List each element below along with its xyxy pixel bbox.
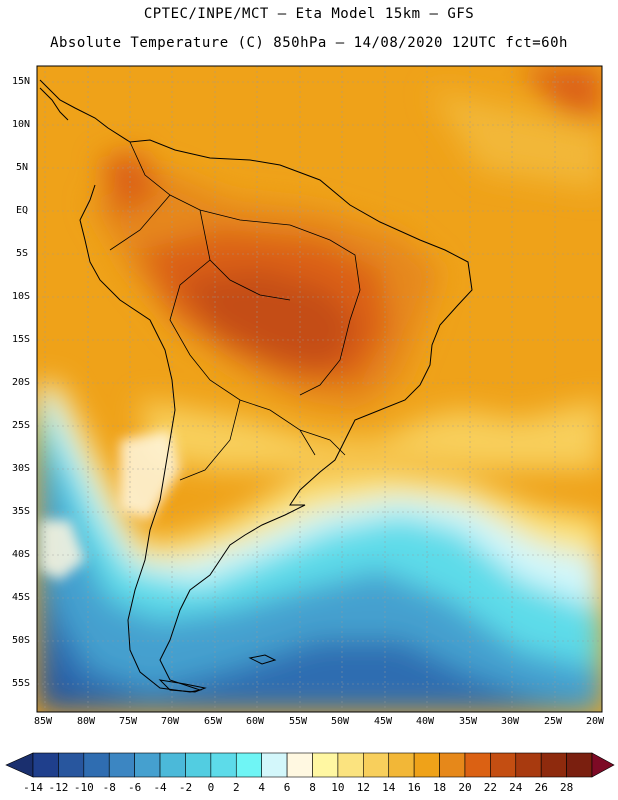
gridlines [37,66,602,712]
colorbar [5,752,615,778]
colorbar-tick-label: 10 [331,781,345,794]
colorbar-tick-label: 0 [207,781,215,794]
colorbar-tick-label: 26 [534,781,548,794]
colorbar-swatch [159,752,186,778]
lon-label: 65W [204,716,223,727]
lon-label: 30W [501,716,520,727]
lon-label: 35W [459,716,478,727]
colorbar-swatch [566,752,593,778]
lon-label: 60W [246,716,265,727]
temperature-field [37,66,602,712]
colorbar-tick-label: 12 [356,781,370,794]
lat-label: 10S [12,291,31,302]
lon-label: 25W [544,716,563,727]
colorbar-swatch [235,752,262,778]
colorbar-tick-label: 18 [432,781,447,794]
lat-label: 35S [12,506,31,517]
tierra-del-fuego [158,679,207,693]
colorbar-swatch [439,752,466,778]
lat-label: 45S [12,592,31,603]
colorbar-over-arrow [591,752,615,778]
colorbar-swatch [540,752,567,778]
colorbar-swatch [337,752,364,778]
colorbar-tick-label: -10 [73,781,94,794]
colorbar-tick-label: 20 [458,781,472,794]
colorbar-tick-label: 28 [559,781,574,794]
country-borders [109,141,361,481]
lat-label: EQ [16,205,29,216]
lat-label: 5N [16,162,29,173]
colorbar-tick-label: 24 [509,781,523,794]
lon-label: 55W [289,716,308,727]
lon-label: 70W [161,716,180,727]
title-line-2: Absolute Temperature (C) 850hPa – 14/08/… [50,35,568,51]
lon-label: 80W [77,716,96,727]
lat-label: 15N [12,76,31,87]
colorbar-swatch [185,752,212,778]
colorbar-swatch [261,752,288,778]
falklands [248,654,277,665]
colorbar-swatch [286,752,313,778]
colorbar-tick-label: 4 [258,781,265,794]
central-america-coast [39,87,69,121]
colorbar-tick-label: -6 [128,781,142,794]
lat-label: 25S [12,420,31,431]
lon-label: 85W [34,716,53,727]
colorbar-swatch [312,752,339,778]
colorbar-under-arrow [5,752,34,778]
title-line-1: CPTEC/INPE/MCT – Eta Model 15km – GFS [143,6,475,22]
colorbar-tick-label: 14 [382,781,396,794]
lon-label: 75W [119,716,138,727]
lon-label: 20W [586,716,605,727]
colorbar-swatch [464,752,491,778]
colorbar-tick-label: 16 [407,781,421,794]
colorbar-swatch [388,752,415,778]
colorbar-tick-label: -12 [48,781,69,794]
lat-label: 55S [12,678,31,689]
colorbar-swatch [134,752,161,778]
colorbar-swatch [83,752,110,778]
colorbar-tick-label: 22 [483,781,497,794]
colorbar-tick-label: -4 [153,781,167,794]
colorbar-tick-label: 2 [232,781,240,794]
lat-label: 50S [12,635,31,646]
colorbar-swatch [210,752,237,778]
colorbar-tick-label: -14 [23,781,43,794]
lon-label: 40W [416,716,435,727]
colorbar-tick-label: -2 [178,781,193,794]
colorbar-tick-label: 8 [309,781,316,794]
lat-label: 5S [16,248,29,259]
lat-label: 15S [12,334,31,345]
colorbar-swatch [32,752,59,778]
lon-label: 45W [374,716,393,727]
lat-label: 20S [12,377,31,388]
colorbar-tick-label: -8 [102,781,116,794]
colorbar-swatch [515,752,542,778]
colorbar-swatch [363,752,390,778]
lat-label: 30S [12,463,31,474]
lon-label: 50W [331,716,350,727]
lat-label: 10N [12,119,31,130]
colorbar-swatch [58,752,85,778]
colorbar-swatch [413,752,440,778]
colorbar-swatch [108,752,135,778]
colorbar-swatch [490,752,517,778]
colorbar-tick-label: 6 [283,781,291,794]
south-america-coastline [39,79,473,693]
lat-label: 40S [12,549,31,560]
coastlines [39,79,473,693]
